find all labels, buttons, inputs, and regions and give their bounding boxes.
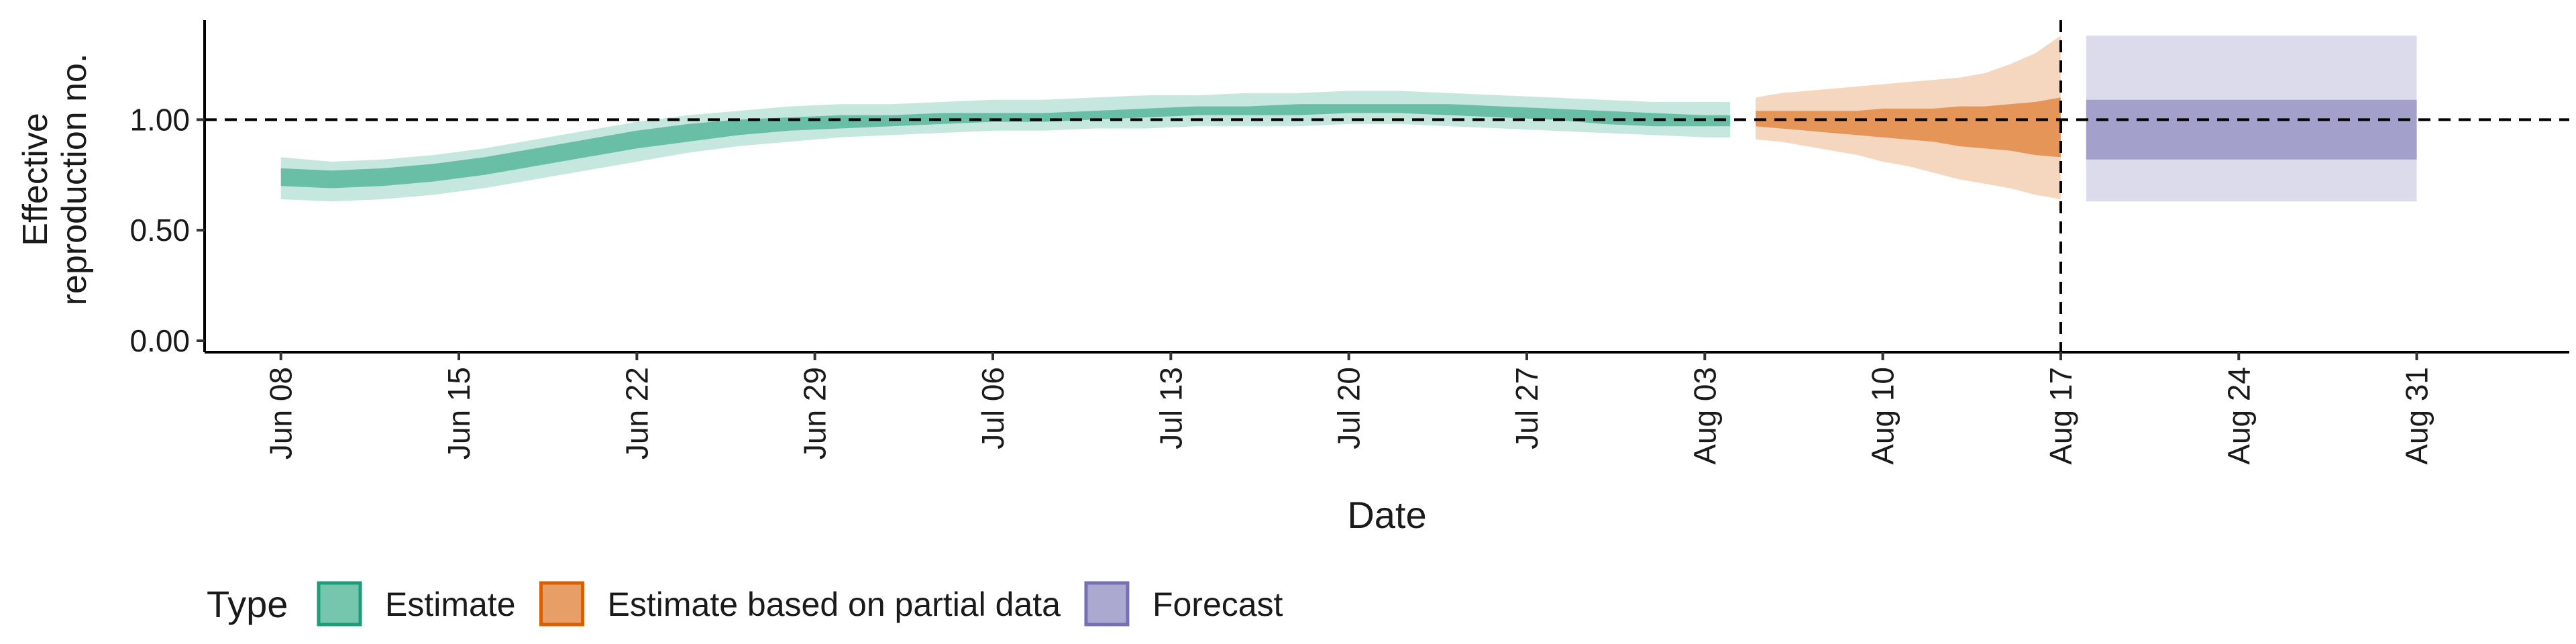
legend-items: Estimate Estimate based on partial data Fo… xyxy=(317,581,1283,627)
y-tick-label: 1.00 xyxy=(129,102,190,137)
y-axis-title-line2: reproduction no. xyxy=(55,54,94,306)
x-tick-label: Aug 24 xyxy=(2221,367,2256,465)
x-tick-label: Aug 17 xyxy=(2043,367,2078,465)
legend-swatch xyxy=(539,581,585,627)
legend-item-estimate-based-on-partial-data: Estimate based on partial data xyxy=(539,581,1061,627)
y-tick-label: 0.00 xyxy=(129,323,190,358)
y-axis-ticks: 0.00 0.50 1.00 xyxy=(129,102,205,358)
y-axis-title-line1: Effective xyxy=(16,113,55,246)
x-tick-label: Aug 10 xyxy=(1866,367,1900,465)
ribbon-90-estimate xyxy=(280,91,1731,202)
x-tick-label: Jun 29 xyxy=(798,367,833,460)
legend-title: Type xyxy=(207,583,288,625)
y-tick-label: 0.50 xyxy=(129,213,190,248)
x-tick-label: Aug 03 xyxy=(1687,367,1722,465)
x-tick-label: Jun 08 xyxy=(264,367,299,460)
x-tick-label: Jul 06 xyxy=(975,367,1010,449)
x-tick-label: Jun 22 xyxy=(619,367,654,460)
legend-item-forecast: Forecast xyxy=(1084,581,1283,627)
legend-item-estimate: Estimate xyxy=(317,581,516,627)
ribbon-50-forecast xyxy=(2086,99,2417,160)
legend-label: Estimate based on partial data xyxy=(608,586,1061,623)
legend-label: Forecast xyxy=(1152,586,1283,623)
ribbon-50-estimate xyxy=(280,104,1731,189)
legend: Type Estimate Estimate based on partial d… xyxy=(207,581,1283,627)
ribbons-layer xyxy=(280,36,2417,202)
series-estimate-based-on-partial-data xyxy=(1756,36,2061,199)
x-axis-title: Date xyxy=(1347,494,1426,536)
legend-swatch xyxy=(317,581,362,627)
x-axis-ticks: Jun 08 Jun 15 Jun 22 Jun 29 Jul 06 Jul 13 Jul … xyxy=(264,352,2434,465)
legend-swatch xyxy=(1084,581,1130,627)
x-tick-label: Jun 15 xyxy=(441,367,476,460)
x-tick-label: Jul 13 xyxy=(1153,367,1188,449)
x-tick-label: Jul 20 xyxy=(1332,367,1366,449)
ribbon-50-estimate-based-on-partial-data xyxy=(1756,97,2061,158)
x-tick-label: Aug 31 xyxy=(2400,367,2434,465)
series-estimate xyxy=(280,91,1731,202)
x-tick-label: Jul 27 xyxy=(1509,367,1544,449)
series-forecast xyxy=(2086,36,2417,202)
legend-label: Estimate xyxy=(385,586,516,623)
